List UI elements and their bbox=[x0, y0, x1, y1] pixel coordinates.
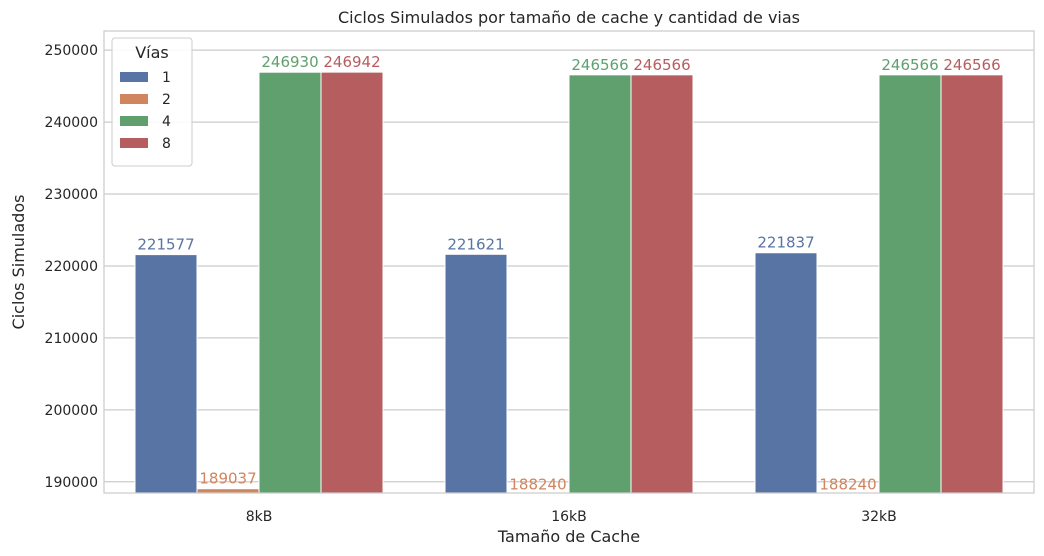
bar-data-label: 188240 bbox=[509, 475, 566, 493]
legend-label: 2 bbox=[162, 92, 171, 108]
x-tick-label: 16kB bbox=[551, 509, 587, 525]
legend-items: 1 2 4 8 bbox=[120, 70, 171, 152]
bar-data-label: 221837 bbox=[757, 234, 814, 252]
bar bbox=[754, 252, 818, 494]
bar bbox=[878, 74, 942, 494]
x-axis-ticks: 8kB 16kB 32kB bbox=[246, 509, 897, 525]
legend: Vías 1 2 4 8 bbox=[111, 37, 193, 167]
x-tick-label: 8kB bbox=[246, 509, 273, 525]
bar-data-label: 188240 bbox=[819, 475, 876, 493]
bar bbox=[630, 74, 694, 494]
x-tick-label: 32kB bbox=[861, 509, 897, 525]
x-axis-title: Tamaño de Cache bbox=[497, 527, 640, 546]
y-tick-label: 230000 bbox=[45, 187, 98, 203]
bar bbox=[568, 74, 632, 494]
y-tick-label: 220000 bbox=[45, 259, 98, 275]
bar bbox=[134, 254, 198, 494]
legend-title: Vías bbox=[135, 43, 169, 62]
bar-data-label: 246566 bbox=[881, 56, 938, 74]
y-axis-title: Ciclos Simulados bbox=[9, 195, 28, 330]
data-labels-group: 221577 189037 246930 246942 221621 188240 2465… bbox=[137, 53, 1000, 493]
bars-group bbox=[134, 71, 1004, 494]
bar bbox=[258, 71, 322, 494]
legend-swatch bbox=[120, 94, 148, 104]
y-tick-label: 240000 bbox=[45, 115, 98, 131]
legend-swatch bbox=[120, 116, 148, 126]
legend-label: 8 bbox=[162, 136, 171, 152]
legend-swatch bbox=[120, 138, 148, 148]
bar-data-label: 246930 bbox=[261, 53, 318, 71]
bar-data-label: 246942 bbox=[323, 53, 380, 71]
bar-data-label: 246566 bbox=[943, 56, 1000, 74]
bar bbox=[940, 74, 1004, 494]
bar-data-label: 246566 bbox=[633, 56, 690, 74]
y-tick-label: 190000 bbox=[45, 475, 98, 491]
bar-data-label: 221577 bbox=[137, 236, 194, 254]
bar bbox=[320, 71, 384, 494]
bar-data-label: 246566 bbox=[571, 56, 628, 74]
chart-title: Ciclos Simulados por tamaño de cache y c… bbox=[338, 8, 800, 27]
y-tick-label: 210000 bbox=[45, 331, 98, 347]
y-tick-label: 200000 bbox=[45, 403, 98, 419]
y-axis-ticks: 190000 200000 210000 220000 230000 240000 2500… bbox=[45, 43, 98, 491]
legend-label: 4 bbox=[162, 114, 171, 130]
y-tick-label: 250000 bbox=[45, 43, 98, 59]
bar-data-label: 189037 bbox=[199, 470, 256, 488]
legend-swatch bbox=[120, 72, 148, 82]
legend-box bbox=[111, 37, 193, 167]
bar bbox=[196, 488, 260, 494]
legend-label: 1 bbox=[162, 70, 171, 86]
bar bbox=[444, 253, 508, 494]
bar-data-label: 221621 bbox=[447, 235, 504, 253]
plot-frame bbox=[103, 30, 1035, 494]
